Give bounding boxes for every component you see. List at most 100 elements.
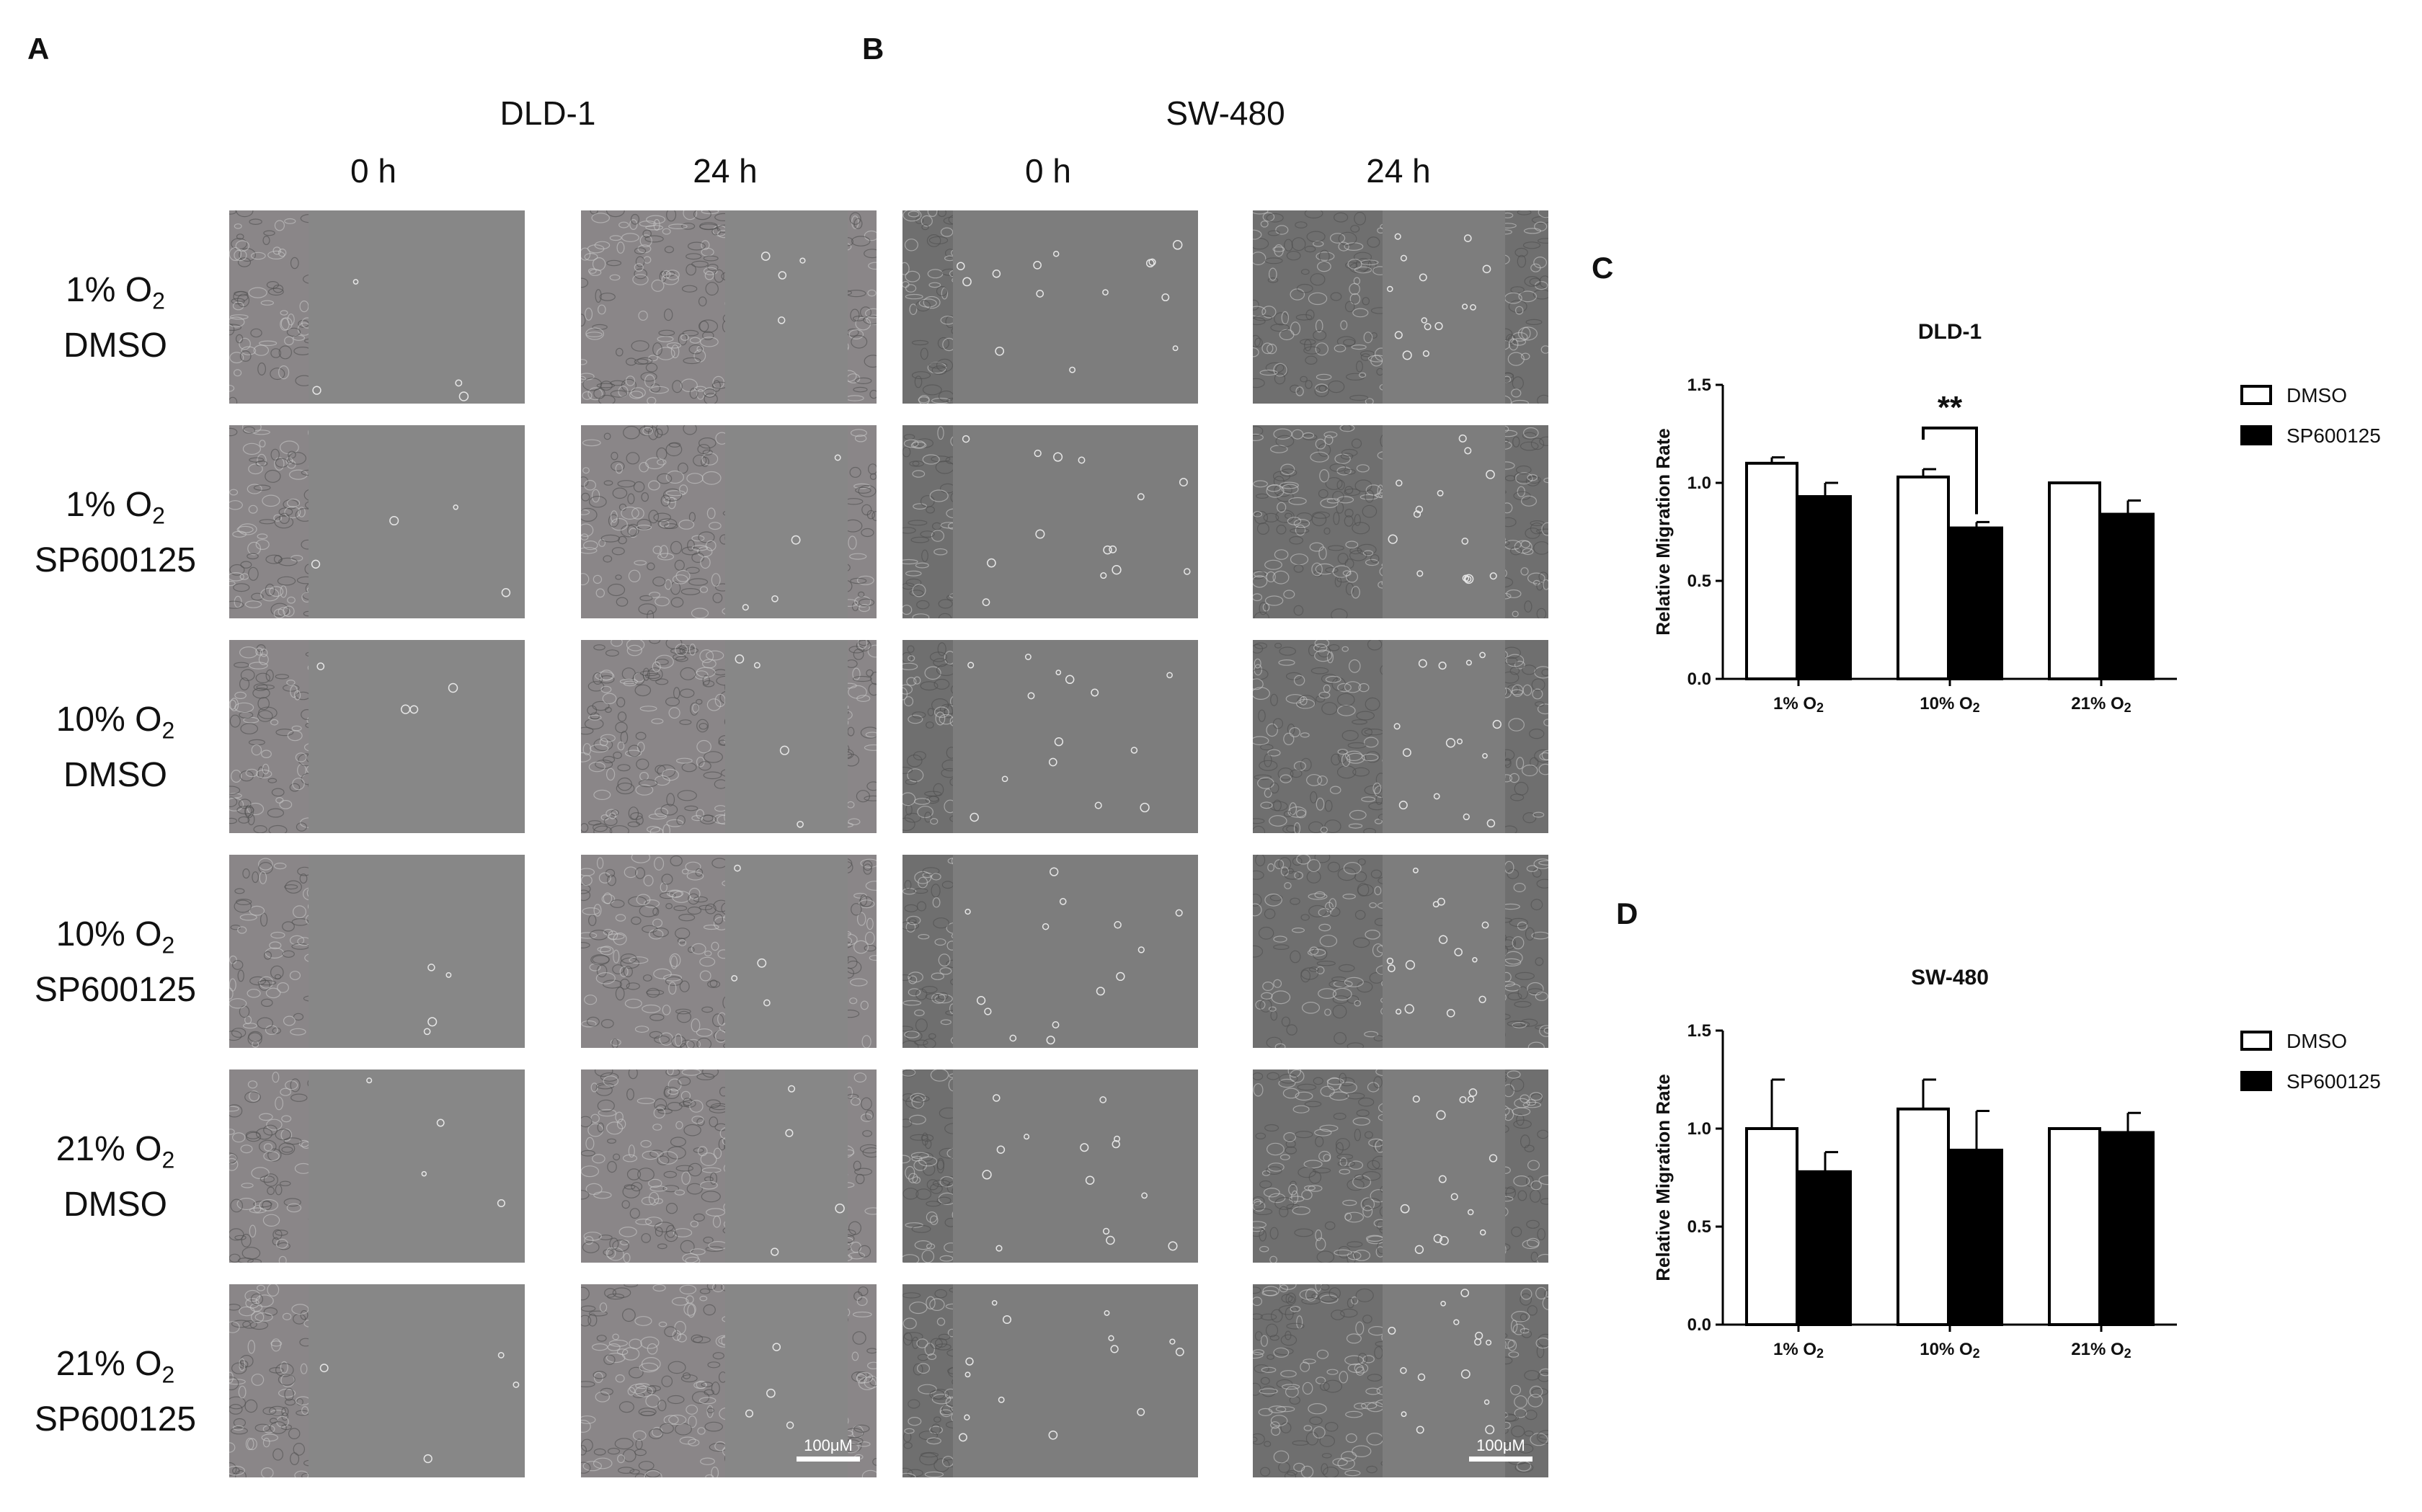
scale-bar-label: 100μM [1476, 1436, 1525, 1454]
oxygen-subscript: 2 [161, 717, 175, 744]
microscopy-image [902, 855, 1198, 1048]
legend-swatch [2240, 1031, 2272, 1051]
microscopy-image [1253, 1069, 1548, 1263]
x-tick-label: 10% O2 [1920, 1340, 1979, 1361]
microscopy-image [581, 1069, 877, 1263]
microscopy-image [1253, 640, 1548, 833]
row-label-oxygen: 1% O2 [14, 483, 216, 538]
oxygen-level: 10% O [56, 915, 162, 953]
bar-sp600125 [1950, 1148, 2003, 1327]
microscopy-image [581, 425, 877, 618]
bar-dmso [2048, 481, 2101, 680]
significance-bracket [1922, 426, 1978, 515]
microscopy-image [1253, 855, 1548, 1048]
legend-swatch [2240, 1071, 2272, 1091]
microscopy-image [581, 855, 877, 1048]
row-label: 21% O2 SP600125 [14, 1342, 216, 1442]
bar-sp600125 [1798, 1170, 1852, 1326]
oxygen-level: 10% O [56, 701, 162, 739]
oxygen-level: 1% O [66, 486, 153, 524]
bar-dmso [1745, 461, 1798, 681]
microscopy-image [229, 640, 525, 833]
oxygen-subscript: 2 [152, 288, 165, 314]
bar-dmso [1897, 475, 1950, 680]
cell-line-title-dld1: DLD-1 [500, 94, 596, 132]
y-tick-label: 1.0 [1687, 1119, 1711, 1139]
row-label: 21% O2 DMSO [14, 1127, 216, 1227]
x-tick-label: 1% O2 [1773, 694, 1824, 715]
row-label: 1% O2 DMSO [14, 268, 216, 368]
legend-swatch [2240, 385, 2272, 405]
row-label-treatment: SP600125 [34, 541, 197, 579]
panel-label-d: D [1616, 897, 1638, 930]
microscopy-image [581, 1284, 877, 1477]
microscopy-image [1253, 1284, 1548, 1477]
row-label: 1% O2 SP600125 [14, 483, 216, 583]
microscopy-image [902, 640, 1198, 833]
oxygen-level: 21% O [56, 1345, 162, 1383]
col-title-sw480-0h: 0 h [1025, 152, 1071, 190]
y-tick-label: 0.0 [1687, 1315, 1711, 1335]
row-label: 10% O2 DMSO [14, 698, 216, 798]
row-label-treatment: DMSO [63, 326, 167, 365]
microscopy-image [229, 1284, 525, 1477]
microscopy-image [229, 425, 525, 618]
y-tick-label: 0.5 [1687, 572, 1711, 591]
bar-dmso [2048, 1127, 2101, 1326]
microscopy-image [229, 210, 525, 404]
legend-label: DMSO [2286, 384, 2347, 406]
oxygen-subscript: 2 [152, 502, 165, 529]
chart-title: DLD-1 [1918, 320, 1982, 344]
row-label-treatment: SP600125 [34, 1400, 197, 1438]
col-title-dld1-0h: 0 h [350, 152, 396, 190]
col-title-dld1-24h: 24 h [693, 152, 758, 190]
oxygen-subscript: 2 [161, 1361, 175, 1388]
legend-label: SP600125 [2286, 1070, 2381, 1093]
microscopy-image [581, 210, 877, 404]
microscopy-image [229, 855, 525, 1048]
scale-bar-dld1: 100μM [797, 1436, 860, 1462]
y-tick-label: 0.0 [1687, 670, 1711, 689]
row-label-oxygen: 10% O2 [14, 912, 216, 968]
oxygen-level: 1% O [66, 271, 153, 309]
microscopy-image [902, 425, 1198, 618]
x-tick-label: 10% O2 [1920, 694, 1979, 715]
row-label-oxygen: 21% O2 [14, 1342, 216, 1397]
bar-sp600125 [1798, 495, 1852, 681]
scale-bar-label: 100μM [804, 1436, 853, 1454]
significance-stars: ** [1938, 390, 1963, 425]
panel-label-a: A [27, 32, 50, 66]
microscopy-image [1253, 425, 1548, 618]
col-title-sw480-24h: 24 h [1366, 152, 1431, 190]
y-tick-label: 1.5 [1687, 375, 1711, 395]
row-label-treatment: SP600125 [34, 970, 197, 1009]
row-label-treatment: DMSO [63, 1185, 167, 1224]
legend-label: DMSO [2286, 1030, 2347, 1052]
microscopy-image [581, 640, 877, 833]
legend-swatch [2240, 425, 2272, 445]
cell-line-title-sw480: SW-480 [1166, 94, 1285, 132]
row-label-oxygen: 10% O2 [14, 698, 216, 753]
y-tick-label: 0.5 [1687, 1217, 1711, 1237]
scale-bar-line [1469, 1457, 1532, 1462]
oxygen-subscript: 2 [161, 932, 175, 959]
bar-dmso [1745, 1127, 1798, 1326]
oxygen-level: 21% O [56, 1130, 162, 1168]
y-tick-label: 1.5 [1687, 1021, 1711, 1041]
panel-label-b: B [862, 32, 884, 66]
x-tick-label: 21% O2 [2071, 694, 2131, 715]
panel-label-c: C [1592, 251, 1614, 285]
microscopy-image [229, 1069, 525, 1263]
bar-chart-dld1: DLD-1 Relative Migration Rate 0.0 0.5 1.0 1.5… [1652, 320, 2381, 715]
row-label: 10% O2 SP600125 [14, 912, 216, 1013]
x-tick-label: 1% O2 [1773, 1340, 1824, 1361]
x-tick-label: 21% O2 [2071, 1340, 2131, 1361]
legend-label: SP600125 [2286, 424, 2381, 447]
bar-sp600125 [2101, 512, 2155, 680]
y-axis-label: Relative Migration Rate [1652, 428, 1674, 636]
microscopy-image [902, 1069, 1198, 1263]
chart-title: SW-480 [1911, 966, 1989, 990]
oxygen-subscript: 2 [161, 1147, 175, 1173]
scale-bar-sw480: 100μM [1469, 1436, 1532, 1462]
bar-chart-sw480: SW-480 Relative Migration Rate 0.0 0.5 1.0 1.… [1652, 966, 2381, 1361]
